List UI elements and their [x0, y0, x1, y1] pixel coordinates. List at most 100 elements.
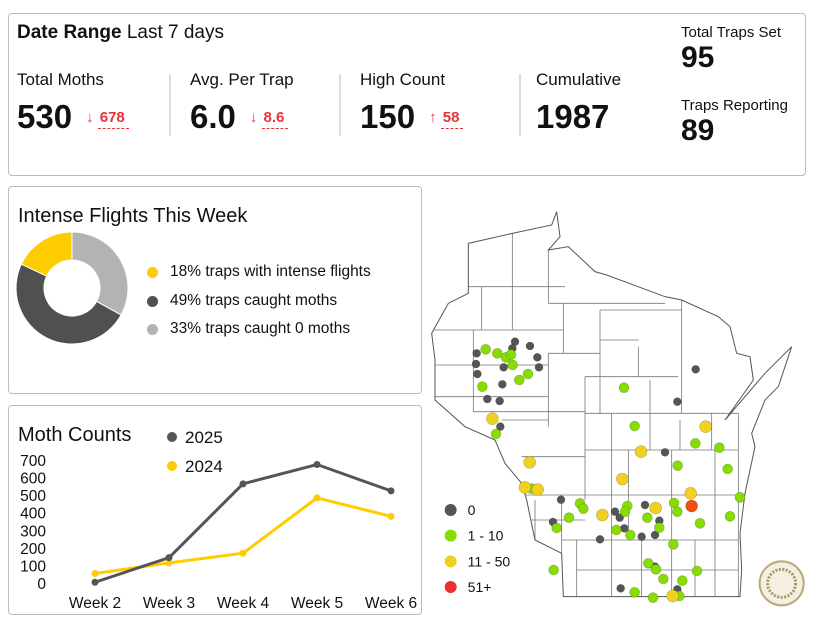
trap-marker: [647, 592, 659, 603]
wisconsin-trap-map[interactable]: 0 1 - 10 11 - 50 51+: [422, 200, 814, 625]
kpi-delta-value: 8.6: [261, 109, 289, 129]
data-point-2025: [239, 480, 247, 488]
arrow-up-icon: ↑: [429, 109, 437, 126]
trap-marker: [640, 500, 650, 510]
trap-marker: [643, 558, 654, 569]
legend-label: 2024: [185, 457, 223, 476]
legend-item: 49% traps caught moths: [147, 292, 337, 310]
legend-dot: [147, 266, 158, 278]
trap-marker: [642, 512, 653, 523]
kpi-avg-per-trap: Avg. Per Trap 6.0 ↓ 8.6: [190, 70, 294, 136]
trap-marker: [658, 573, 669, 585]
kpi-high-count: High Count 150 ↑ 58: [360, 70, 464, 136]
moth-counts-card: Moth Counts 0 100 200 300 400 500 600 700 Week 2…: [8, 405, 422, 615]
trap-marker: [625, 529, 636, 541]
trap-marker: [473, 369, 482, 379]
trap-marker: [615, 513, 624, 522]
trap-marker: [556, 495, 566, 504]
trap-marker: [660, 448, 670, 457]
trap-marker: [525, 341, 535, 351]
legend-dot: [444, 529, 457, 542]
trap-marker: [666, 589, 679, 603]
legend-label: 49% traps caught moths: [170, 292, 338, 309]
trap-marker: [522, 368, 534, 380]
y-tick-label: 300: [20, 523, 46, 540]
county-lines: [431, 233, 739, 597]
kpi-total-moths: Total Moths 530 ↓ 678: [17, 70, 129, 136]
donut-slice: [20, 231, 73, 277]
y-tick-label: 600: [20, 471, 46, 488]
legend-label: 11 - 50: [468, 553, 511, 569]
trap-marker: [673, 397, 682, 406]
trap-marker: [699, 420, 712, 433]
trap-marker: [495, 396, 504, 406]
trap-marker: [533, 353, 542, 362]
trap-marker: [618, 382, 630, 393]
kpi-value: 530: [17, 98, 73, 135]
trap-marker: [629, 587, 640, 598]
trap-marker: [691, 565, 703, 577]
legend-dot: [444, 504, 457, 516]
date-range-value[interactable]: Last 7 days: [126, 22, 224, 43]
trap-marker: [634, 445, 648, 458]
trap-marker: [518, 481, 532, 494]
trap-marker: [507, 359, 518, 371]
legend-label: 0: [468, 502, 476, 518]
series-line-2024: [94, 496, 392, 575]
kpi-value: 150: [360, 98, 416, 135]
trap-marker: [498, 380, 507, 389]
kpi-delta-value: 678: [97, 109, 129, 129]
trap-marker: [490, 428, 502, 440]
traps-reporting-value: 89: [681, 114, 715, 147]
trap-marker: [548, 564, 559, 576]
trap-marker: [496, 422, 505, 431]
trap-marker: [668, 539, 679, 550]
trap-marker: [734, 492, 746, 503]
data-point-2025: [313, 461, 321, 469]
data-point-2024: [165, 559, 173, 567]
legend-dot: [444, 581, 457, 593]
state-seal-icon: [758, 560, 805, 607]
trap-marker: [722, 463, 733, 475]
legend-label: 33% traps caught 0 moths: [170, 320, 351, 337]
trap-marker: [650, 564, 662, 575]
data-point-2025: [165, 554, 173, 562]
arrow-down-icon: ↓: [249, 109, 258, 126]
trap-marker: [523, 456, 536, 469]
legend-label: 51+: [468, 579, 492, 595]
kpi-label: High Count: [360, 70, 446, 89]
kpi-label: Total Moths: [17, 70, 104, 89]
trap-marker: [514, 374, 525, 386]
kpi-delta-value: 58: [440, 109, 464, 129]
legend-dot: [167, 461, 177, 471]
chart-title: Moth Counts: [18, 424, 131, 446]
x-tick-label: Week 3: [143, 595, 195, 612]
seal-emblem: [766, 567, 798, 599]
trap-marker: [629, 420, 640, 432]
legend-label: 18% traps with intense flights: [170, 263, 371, 280]
y-tick-label: 100: [20, 558, 46, 575]
kpi-value: 6.0: [190, 98, 236, 135]
data-point-2025: [91, 578, 99, 586]
summary-card: Date Range Last 7 days Total Moths 530 ↓ …: [8, 13, 806, 176]
traps-set-value: 95: [681, 41, 715, 74]
trap-marker: [672, 460, 683, 471]
legend-dot: [444, 555, 457, 568]
date-range-label: Date Range: [17, 22, 122, 43]
kpi-delta: ↓ 678: [86, 109, 129, 129]
divider: [169, 74, 171, 136]
trap-marker: [649, 501, 662, 515]
trap-marker: [563, 512, 575, 523]
trap-marker: [616, 472, 629, 486]
traps-reporting: Traps Reporting 89: [681, 97, 788, 148]
data-point-2025: [387, 487, 395, 495]
kpi-delta: ↑ 58: [429, 109, 464, 129]
wisconsin-outline: [431, 211, 793, 598]
trap-marker: [505, 349, 517, 360]
y-tick-label: 200: [20, 541, 46, 558]
trap-marker: [685, 499, 698, 513]
trap-marker: [610, 507, 620, 516]
legend-label: 1 - 10: [468, 528, 504, 544]
x-tick-label: Week 5: [291, 595, 343, 612]
